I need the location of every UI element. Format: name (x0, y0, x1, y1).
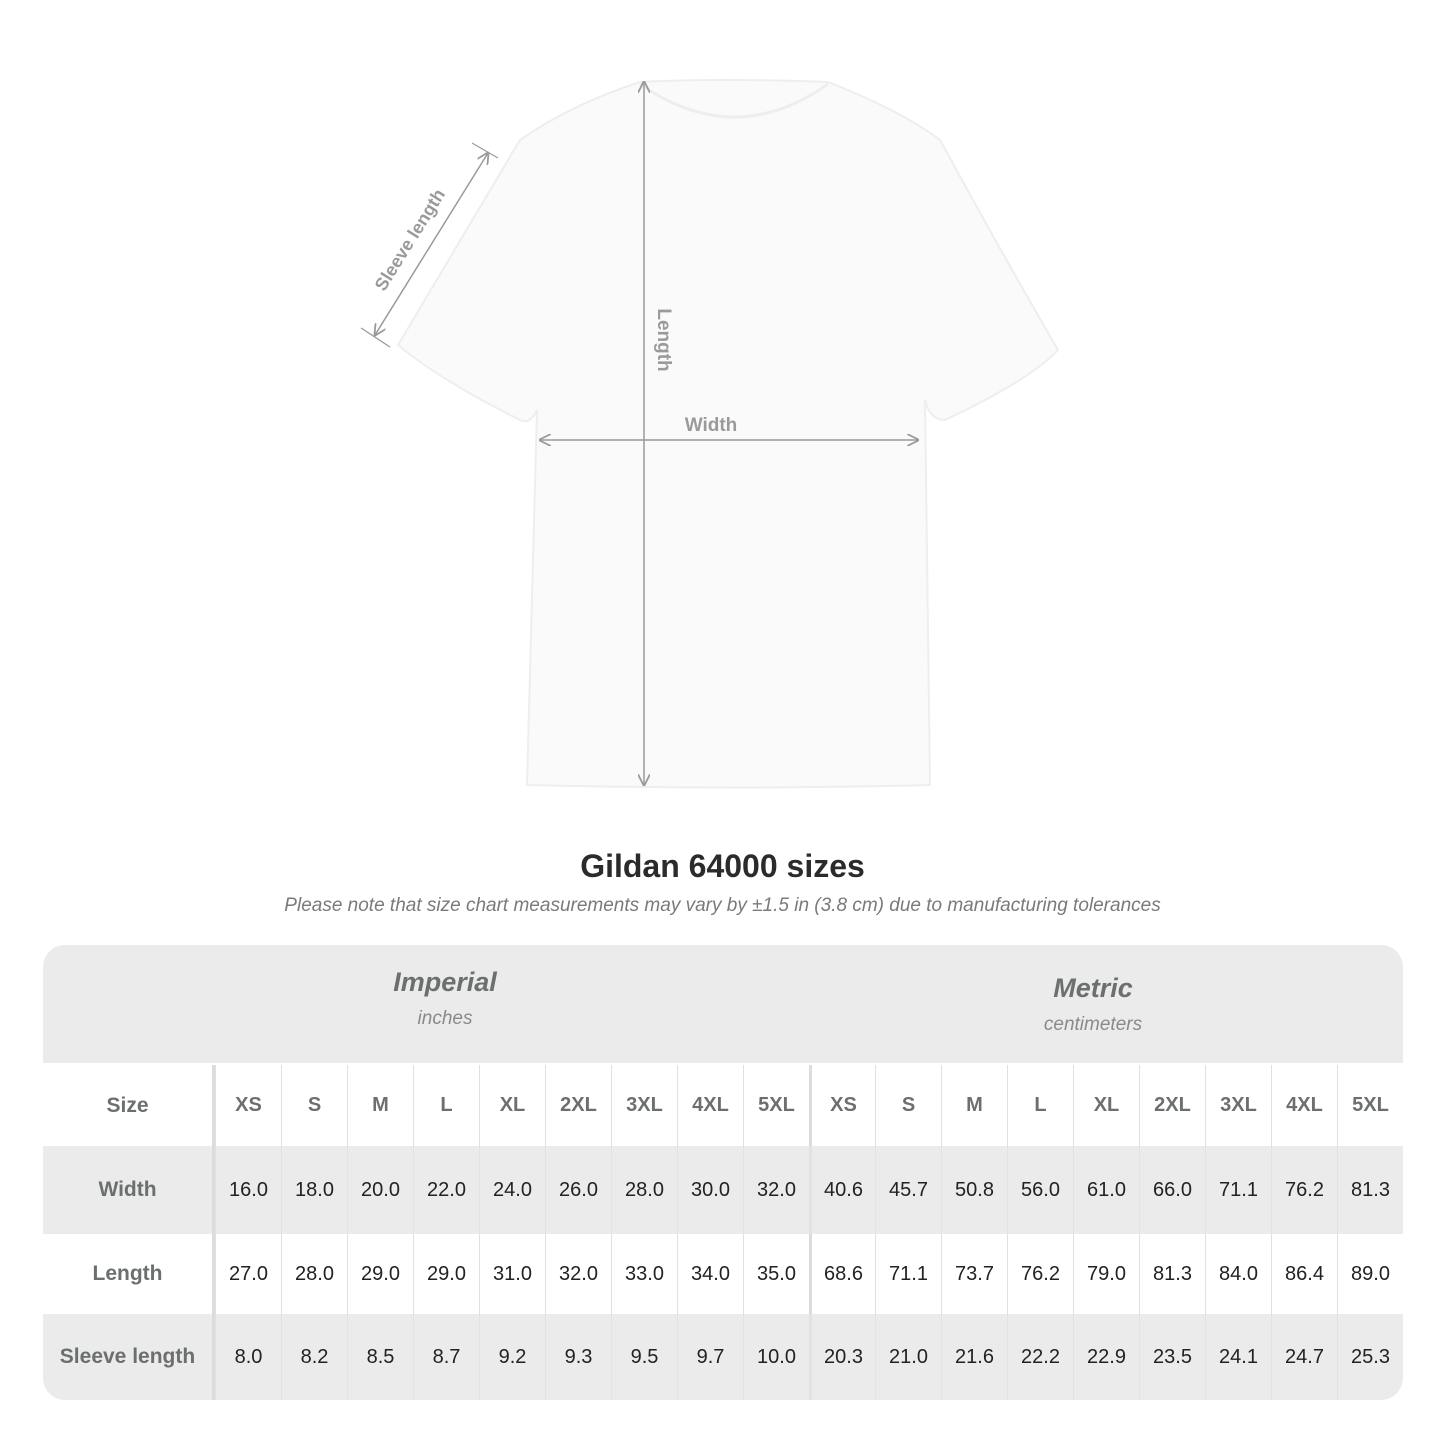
tshirt-diagram: Width Length Sleeve length (360, 79, 1060, 789)
imperial-value-cell: 32.0 (743, 1146, 809, 1234)
imperial-value-cell: 22.0 (413, 1146, 479, 1234)
imperial-value-cell: 26.0 (545, 1146, 611, 1234)
page-title: Gildan 64000 sizes (580, 848, 865, 884)
imperial-size-3xl: 3XL (611, 1065, 677, 1146)
metric-value-cell: 84.0 (1205, 1234, 1271, 1314)
metric-value-cell: 56.0 (1007, 1146, 1073, 1234)
tolerance-note: Please note that size chart measurements… (284, 895, 1161, 916)
metric-size-xl: XL (1073, 1065, 1139, 1146)
metric-value-cell: 66.0 (1139, 1146, 1205, 1234)
imperial-value-cell: 18.0 (281, 1146, 347, 1234)
metric-value-cell: 20.3 (809, 1314, 875, 1400)
imperial-value-cell: 35.0 (743, 1234, 809, 1314)
metric-size-2xl: 2XL (1139, 1065, 1205, 1146)
imperial-header: Imperial inches (148, 967, 742, 1030)
metric-value-cell: 23.5 (1139, 1314, 1205, 1400)
metric-value-cell: 76.2 (1271, 1146, 1337, 1234)
row-label: Length (43, 1234, 215, 1314)
size-table: Imperial inches Metric centimeters Size X… (43, 945, 1403, 1400)
metric-value-cell: 89.0 (1337, 1234, 1403, 1314)
imperial-value-cell: 27.0 (215, 1234, 281, 1314)
metric-value-cell: 71.1 (1205, 1146, 1271, 1234)
metric-value-cell: 50.8 (941, 1146, 1007, 1234)
metric-value-cell: 73.7 (941, 1234, 1007, 1314)
imperial-size-m: M (347, 1065, 413, 1146)
imperial-size-s: S (281, 1065, 347, 1146)
imperial-value-cell: 33.0 (611, 1234, 677, 1314)
imperial-value-cell: 9.3 (545, 1314, 611, 1400)
imperial-value-cell: 8.7 (413, 1314, 479, 1400)
metric-size-5xl: 5XL (1337, 1065, 1403, 1146)
imperial-title: Imperial (393, 967, 497, 997)
metric-value-cell: 45.7 (875, 1146, 941, 1234)
sleeve-arrow (375, 153, 488, 335)
imperial-value-cell: 28.0 (611, 1146, 677, 1234)
imperial-value-cell: 31.0 (479, 1234, 545, 1314)
imperial-value-cell: 29.0 (347, 1234, 413, 1314)
metric-size-xs: XS (809, 1065, 875, 1146)
metric-value-cell: 25.3 (1337, 1314, 1403, 1400)
imperial-value-cell: 8.2 (281, 1314, 347, 1400)
metric-value-cell: 79.0 (1073, 1234, 1139, 1314)
metric-value-cell: 40.6 (809, 1146, 875, 1234)
imperial-value-cell: 29.0 (413, 1234, 479, 1314)
imperial-value-cell: 32.0 (545, 1234, 611, 1314)
metric-value-cell: 21.0 (875, 1314, 941, 1400)
size-label: Size (43, 1065, 215, 1146)
imperial-value-cell: 16.0 (215, 1146, 281, 1234)
metric-value-cell: 81.3 (1337, 1146, 1403, 1234)
row-label: Width (43, 1146, 215, 1234)
metric-value-cell: 81.3 (1139, 1234, 1205, 1314)
imperial-value-cell: 20.0 (347, 1146, 413, 1234)
imperial-unit: inches (417, 1008, 473, 1029)
metric-header: Metric centimeters (796, 973, 1390, 1036)
metric-value-cell: 86.4 (1271, 1234, 1337, 1314)
metric-size-s: S (875, 1065, 941, 1146)
metric-value-cell: 76.2 (1007, 1234, 1073, 1314)
size-header-row: Size XS S M L XL 2XL 3XL 4XL 5XL XS S M L XL 2XL 3XL 4XL 5… (43, 1065, 1403, 1146)
table-row: Length 27.0 28.0 29.0 29.0 31.0 32.0 33.0 34.0 35… (43, 1234, 1403, 1314)
metric-size-l: L (1007, 1065, 1073, 1146)
metric-value-cell: 21.6 (941, 1314, 1007, 1400)
metric-title: Metric (1053, 973, 1133, 1003)
imperial-size-xl: XL (479, 1065, 545, 1146)
imperial-value-cell: 10.0 (743, 1314, 809, 1400)
metric-value-cell: 24.1 (1205, 1314, 1271, 1400)
metric-value-cell: 24.7 (1271, 1314, 1337, 1400)
imperial-value-cell: 8.0 (215, 1314, 281, 1400)
metric-value-cell: 22.9 (1073, 1314, 1139, 1400)
imperial-value-cell: 9.5 (611, 1314, 677, 1400)
metric-value-cell: 61.0 (1073, 1146, 1139, 1234)
metric-size-4xl: 4XL (1271, 1065, 1337, 1146)
metric-unit: centimeters (1043, 1014, 1143, 1035)
metric-value-cell: 22.2 (1007, 1314, 1073, 1400)
unit-header: Imperial inches Metric centimeters (43, 945, 1403, 1063)
imperial-value-cell: 9.7 (677, 1314, 743, 1400)
metric-value-cell: 71.1 (875, 1234, 941, 1314)
imperial-size-5xl: 5XL (743, 1065, 809, 1146)
imperial-size-l: L (413, 1065, 479, 1146)
metric-value-cell: 68.6 (809, 1234, 875, 1314)
metric-size-3xl: 3XL (1205, 1065, 1271, 1146)
table-row: Width 16.0 18.0 20.0 22.0 24.0 26.0 28.0 30.0 32.… (43, 1146, 1403, 1234)
imperial-value-cell: 8.5 (347, 1314, 413, 1400)
imperial-value-cell: 34.0 (677, 1234, 743, 1314)
imperial-value-cell: 28.0 (281, 1234, 347, 1314)
length-label: Length (653, 308, 674, 371)
table-row: Sleeve length 8.0 8.2 8.5 8.7 9.2 9.3 9.5 9.7 10.… (43, 1314, 1403, 1400)
imperial-value-cell: 24.0 (479, 1146, 545, 1234)
imperial-value-cell: 30.0 (677, 1146, 743, 1234)
row-label: Sleeve length (43, 1314, 215, 1400)
imperial-size-2xl: 2XL (545, 1065, 611, 1146)
width-label: Width (685, 415, 738, 436)
metric-size-m: M (941, 1065, 1007, 1146)
imperial-value-cell: 9.2 (479, 1314, 545, 1400)
imperial-size-4xl: 4XL (677, 1065, 743, 1146)
imperial-size-xs: XS (215, 1065, 281, 1146)
